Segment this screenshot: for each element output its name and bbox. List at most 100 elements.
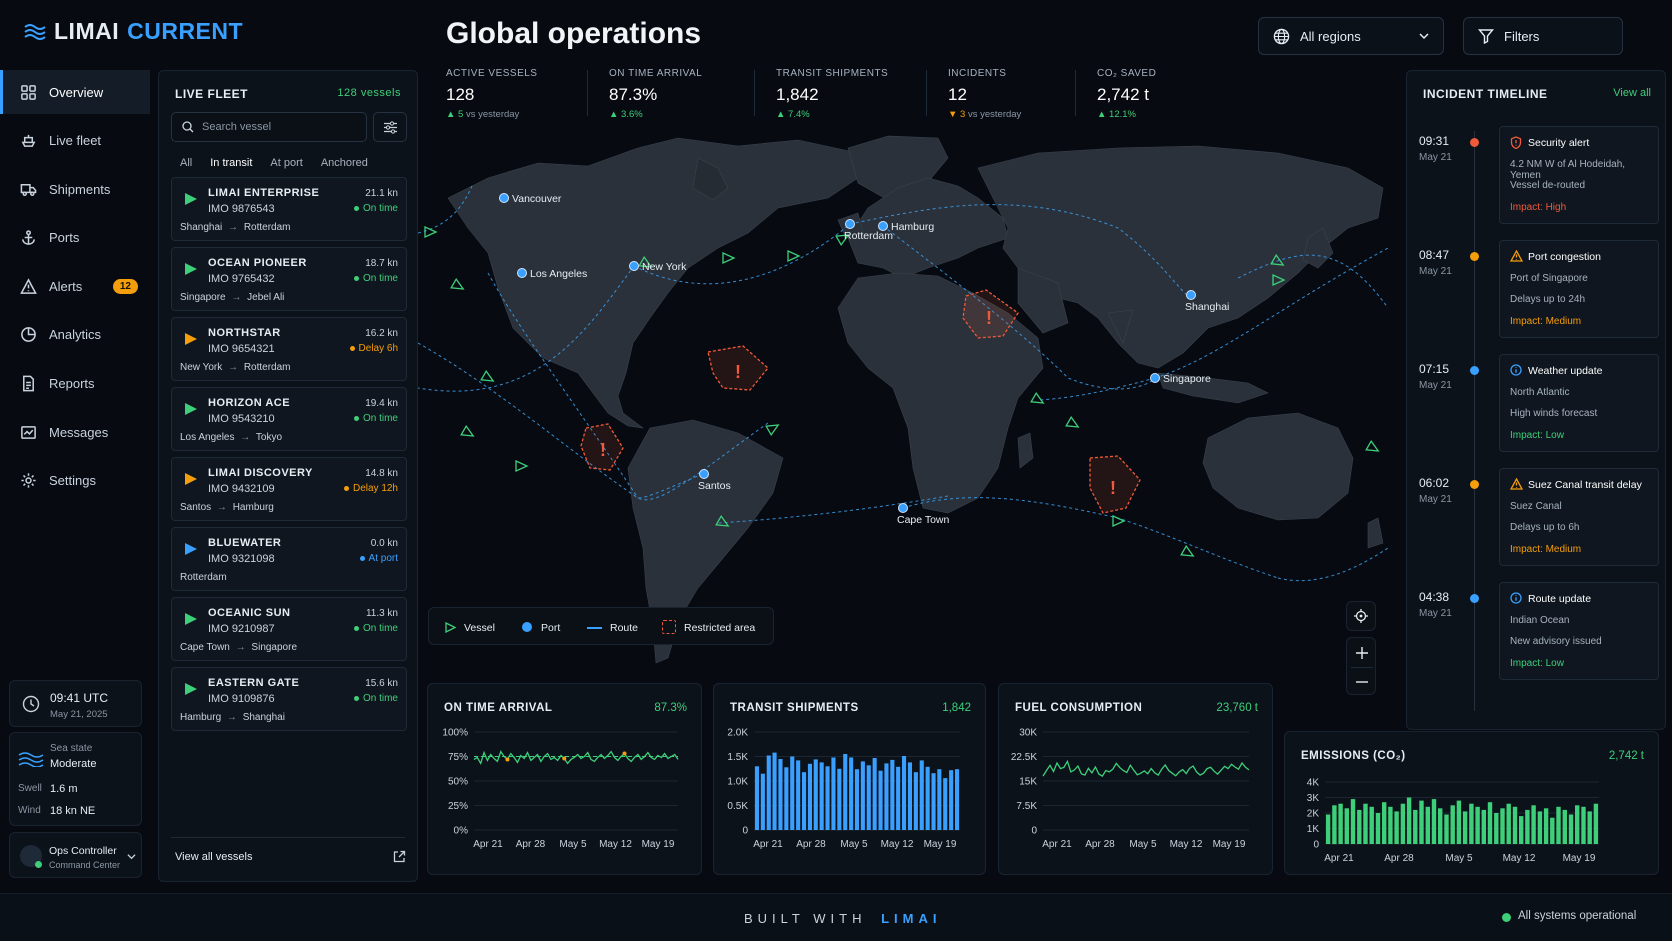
timeline-view-all-link[interactable]: View all <box>1613 87 1651 99</box>
filters-button[interactable]: Filters <box>1463 17 1623 55</box>
vessel-marker[interactable] <box>765 421 781 437</box>
locate-button[interactable] <box>1346 601 1376 631</box>
port-marker[interactable]: Hamburg <box>878 221 935 233</box>
grid-icon <box>21 84 36 100</box>
timeline-dot <box>1470 594 1479 603</box>
tab-anchored[interactable]: Anchored <box>320 157 368 169</box>
port-marker[interactable]: Singapore <box>1150 373 1212 385</box>
timeline-date: May 21 <box>1419 608 1452 619</box>
sea-state-label: Sea state <box>50 743 93 754</box>
kpi-label: CO₂ SAVED <box>1097 68 1157 79</box>
tab-all[interactable]: All <box>180 157 193 169</box>
zoom-out-button[interactable] <box>1347 667 1377 696</box>
vessel-marker[interactable] <box>835 231 851 247</box>
bar <box>1425 806 1430 844</box>
port-marker[interactable]: Vancouver <box>499 193 562 205</box>
brand-name-accent: CURRENT <box>127 18 244 44</box>
vessel-marker[interactable] <box>1112 514 1126 528</box>
port-marker[interactable]: Shanghai <box>1185 290 1229 314</box>
port-marker[interactable]: Rotterdam <box>844 219 893 243</box>
timeline-incident-card[interactable]: Suez Canal transit delay Suez Canal Delays… <box>1499 468 1659 566</box>
timeline-incident-card[interactable]: Route update Indian Ocean New advisory iss… <box>1499 582 1659 680</box>
view-all-vessels-link[interactable]: View all vessels <box>175 851 253 863</box>
incident-impact: Impact: High <box>1510 202 1567 213</box>
sidebar-item-ports[interactable]: Ports <box>0 216 150 260</box>
port-marker[interactable]: Los Angeles <box>517 268 588 280</box>
vessel-name: LIMAI DISCOVERY <box>208 467 313 479</box>
bar <box>1419 800 1424 844</box>
vessel-imo: IMO 9876543 <box>208 203 275 215</box>
brand-logo[interactable]: LIMAI CURRENT <box>24 18 243 45</box>
sidebar-item-overview[interactable]: Overview <box>0 70 150 114</box>
vessel-status: On time <box>353 413 398 424</box>
vessel-speed: 21.1 kn <box>365 188 398 199</box>
timeline-incident-card[interactable]: Security alert 4.2 NM W of Al Hodeidah, Y… <box>1499 126 1659 224</box>
vessel-route: Shanghai → Rotterdam <box>180 222 291 233</box>
vessel-marker[interactable] <box>638 255 654 271</box>
vessel-imo: IMO 9543210 <box>208 413 275 425</box>
vessel-marker[interactable] <box>1030 391 1046 407</box>
bar <box>1487 802 1493 844</box>
sidebar-item-messages[interactable]: Messages <box>0 410 150 454</box>
bar <box>949 770 954 830</box>
vessel-marker[interactable] <box>460 424 476 440</box>
clock-date: May 21, 2025 <box>50 709 108 720</box>
vessel-card[interactable]: HORIZON ACE IMO 9543210 19.4 kn On time Los … <box>171 387 407 451</box>
y-tick-label: 25% <box>448 801 468 812</box>
sidebar-item-shipments[interactable]: Shipments <box>0 167 150 211</box>
fleet-filter-button[interactable] <box>373 112 407 142</box>
tab-in-transit[interactable]: In transit <box>201 157 262 179</box>
user-menu[interactable]: Ops Controller Command Center <box>9 832 142 878</box>
sidebar-item-alerts[interactable]: Alerts 12 <box>0 264 150 308</box>
timeline-incident-card[interactable]: Port congestion Port of Singapore Delays u… <box>1499 240 1659 338</box>
kpi-delta: ▼ 3 vs yesterday <box>948 109 1022 120</box>
port-marker[interactable]: Santos <box>698 469 731 493</box>
vessel-card[interactable]: LIMAI DISCOVERY IMO 9432109 14.8 kn Delay 1… <box>171 457 407 521</box>
sliders-icon <box>383 120 397 134</box>
vessel-marker[interactable] <box>722 251 736 265</box>
vessel-marker[interactable] <box>715 514 731 530</box>
y-tick-label: 2K <box>1307 809 1320 820</box>
sidebar-item-live-fleet[interactable]: Live fleet <box>0 119 150 163</box>
vessel-status: On time <box>353 623 398 634</box>
sidebar-item-analytics[interactable]: Analytics <box>0 313 150 357</box>
timeline-incident-card[interactable]: Weather update North Atlantic High winds f… <box>1499 354 1659 452</box>
zoom-in-button[interactable] <box>1347 638 1377 667</box>
vessel-search[interactable]: Search vessel <box>171 112 367 142</box>
vessel-marker[interactable] <box>787 249 801 263</box>
vessel-card[interactable]: OCEAN PIONEER IMO 9765432 18.7 kn On time Si… <box>171 247 407 311</box>
vessel-card[interactable]: NORTHSTAR IMO 9654321 16.2 kn Delay 6h New Y… <box>171 317 407 381</box>
world-map[interactable]: ! ! ! ! Vancouver Los Angeles New York Rott… <box>418 128 1388 668</box>
timeline-time: 07:15 <box>1419 362 1450 376</box>
kpi-label: INCIDENTS <box>948 68 1007 79</box>
y-tick-label: 50% <box>448 777 468 788</box>
vessel-card[interactable]: EASTERN GATE IMO 9109876 15.6 kn On time Ham… <box>171 667 407 731</box>
region-select[interactable]: All regions <box>1258 17 1444 55</box>
sidebar-item-settings[interactable]: Settings <box>0 459 150 503</box>
port-marker[interactable]: New York <box>629 261 688 273</box>
vessel-icon <box>185 263 197 275</box>
vessel-marker[interactable] <box>1365 439 1381 455</box>
vessel-marker[interactable] <box>1270 253 1286 269</box>
bar <box>802 772 807 830</box>
incident-location: Port of Singapore <box>1510 273 1588 284</box>
x-tick-label: May 12 <box>1170 839 1203 850</box>
chevron-down-icon <box>1419 33 1429 40</box>
vessel-card[interactable]: LIMAI ENTERPRISE IMO 9876543 21.1 kn On tim… <box>171 177 407 241</box>
vessel-card[interactable]: OCEANIC SUN IMO 9210987 11.3 kn On time Cape… <box>171 597 407 661</box>
vessel-card[interactable]: BLUEWATER IMO 9321098 0.0 kn At port Rotterd… <box>171 527 407 591</box>
bar <box>1344 808 1349 844</box>
minus-icon <box>1356 680 1368 683</box>
vessel-marker[interactable] <box>480 369 496 385</box>
vessel-marker[interactable] <box>1272 273 1286 287</box>
sidebar-item-reports[interactable]: Reports <box>0 362 150 406</box>
vessel-marker[interactable] <box>450 277 466 293</box>
vessel-marker[interactable] <box>1180 544 1196 560</box>
tab-at-port[interactable]: At port <box>270 157 303 169</box>
port-marker[interactable]: Cape Town <box>897 503 950 527</box>
vessel-marker[interactable] <box>515 459 529 473</box>
vessel-marker[interactable] <box>1065 415 1081 431</box>
search-input[interactable]: Search vessel <box>202 121 272 133</box>
external-link-icon[interactable] <box>393 850 406 863</box>
vessel-marker[interactable] <box>424 225 438 239</box>
